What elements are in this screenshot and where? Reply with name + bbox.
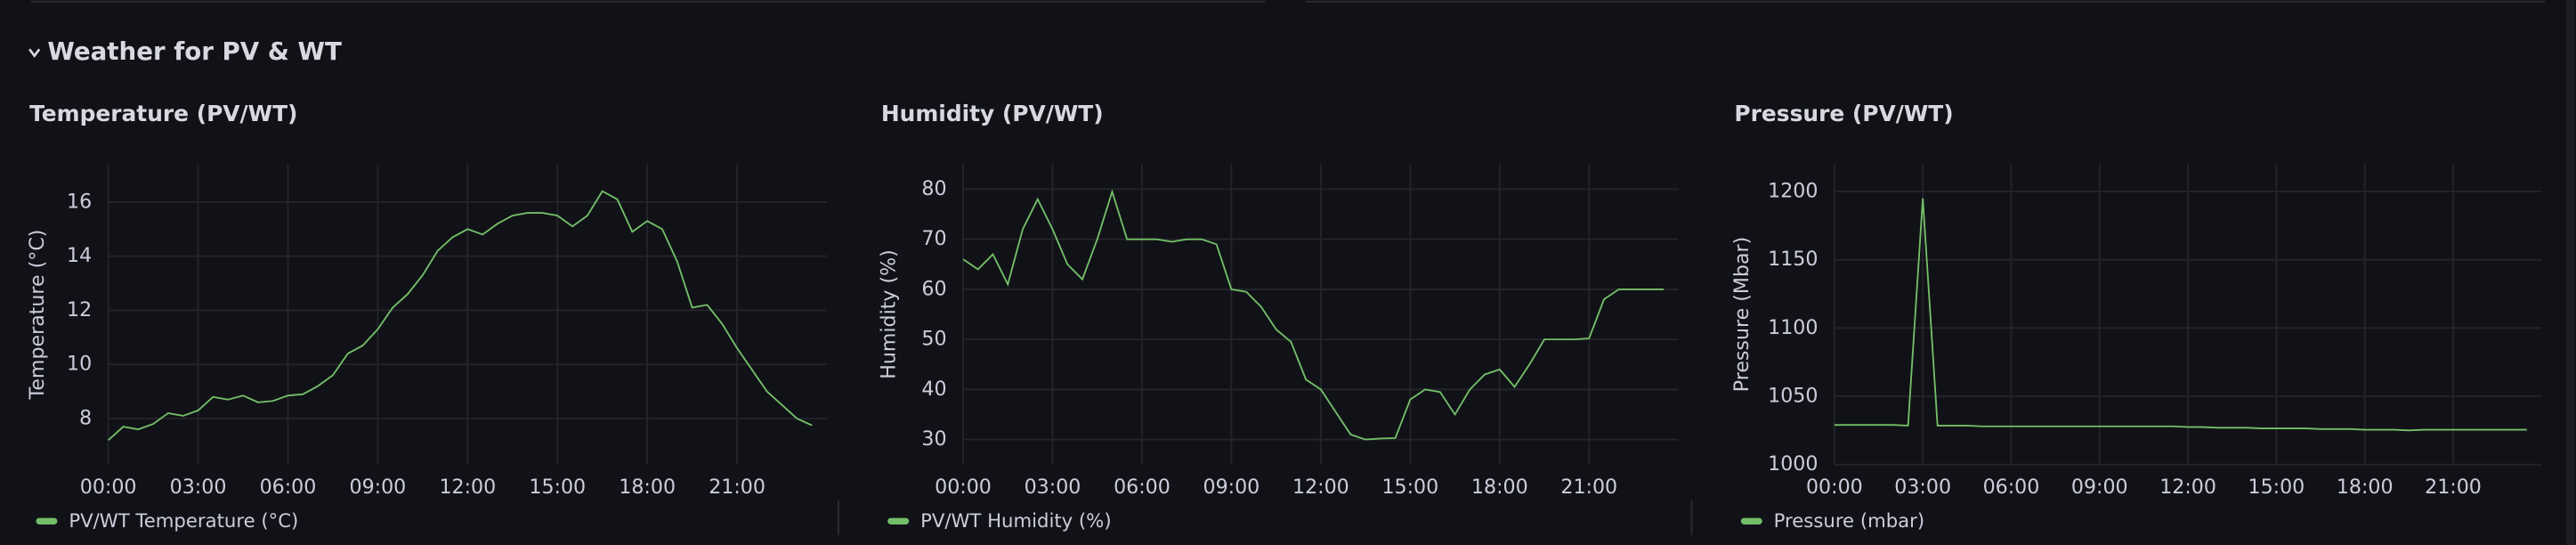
y-tick-label: 70 <box>921 227 946 250</box>
x-tick-label: 12:00 <box>1292 476 1349 499</box>
x-tick-label: 15:00 <box>1381 476 1438 499</box>
y-tick-label: 10 <box>67 353 92 376</box>
x-tick-label: 09:00 <box>350 476 407 499</box>
legend-label[interactable]: PV/WT Humidity (%) <box>920 509 1112 532</box>
x-tick-label: 12:00 <box>439 476 496 499</box>
y-axis-label: Pressure (Mbar) <box>1730 237 1754 392</box>
legend-label[interactable]: PV/WT Temperature (°C) <box>69 509 298 532</box>
x-tick-label: 06:00 <box>1114 476 1171 499</box>
y-tick-label: 1050 <box>1768 385 1818 408</box>
y-tick-label: 60 <box>921 277 946 300</box>
y-axis-label: Temperature (°C) <box>26 230 49 401</box>
x-tick-label: 21:00 <box>709 476 766 499</box>
y-tick-label: 80 <box>921 177 946 200</box>
scrollbar <box>2565 0 2575 545</box>
x-tick-label: 03:00 <box>1894 476 1951 499</box>
x-tick-label: 03:00 <box>1025 476 1081 499</box>
y-tick-label: 16 <box>67 190 92 213</box>
x-tick-label: 15:00 <box>2248 476 2305 499</box>
y-tick-label: 50 <box>921 328 946 351</box>
legend-label[interactable]: Pressure (mbar) <box>1774 509 1925 532</box>
legend-swatch[interactable] <box>1740 517 1762 525</box>
y-tick-label: 30 <box>921 427 946 451</box>
series-line <box>107 190 813 442</box>
y-tick-label: 1150 <box>1768 248 1818 271</box>
legend-swatch[interactable] <box>36 517 58 525</box>
y-axis-label: Humidity (%) <box>878 249 901 379</box>
x-tick-label: 00:00 <box>935 476 992 499</box>
x-tick-label: 21:00 <box>1560 476 1617 499</box>
x-tick-label: 03:00 <box>170 476 227 499</box>
x-tick-label: 06:00 <box>260 476 317 499</box>
section-title[interactable]: Weather for PV & WT <box>47 37 342 66</box>
x-tick-label: 21:00 <box>2425 476 2482 499</box>
legend-swatch[interactable] <box>887 517 910 525</box>
x-tick-label: 15:00 <box>529 476 586 499</box>
x-tick-label: 09:00 <box>1203 476 1260 499</box>
series-line <box>1834 198 2527 432</box>
panel-title[interactable]: Temperature (PV/WT) <box>29 101 297 126</box>
y-tick-label: 12 <box>67 298 92 321</box>
y-tick-label: 1100 <box>1768 316 1818 339</box>
x-tick-label: 18:00 <box>1471 476 1528 499</box>
y-tick-label: 1000 <box>1768 452 1818 476</box>
collapse-chevron[interactable] <box>28 48 41 58</box>
y-tick-label: 40 <box>921 378 946 401</box>
y-tick-label: 8 <box>79 407 92 430</box>
x-tick-label: 00:00 <box>80 476 137 499</box>
x-tick-label: 06:00 <box>1983 476 2040 499</box>
series-line <box>962 189 1664 441</box>
y-tick-label: 1200 <box>1768 180 1818 203</box>
y-tick-label: 14 <box>67 244 92 267</box>
x-tick-label: 18:00 <box>619 476 676 499</box>
panel-title[interactable]: Humidity (PV/WT) <box>881 101 1104 126</box>
x-tick-label: 00:00 <box>1806 476 1863 499</box>
x-tick-label: 09:00 <box>2071 476 2128 499</box>
x-tick-label: 18:00 <box>2337 476 2394 499</box>
x-tick-label: 12:00 <box>2159 476 2216 499</box>
panel-title[interactable]: Pressure (PV/WT) <box>1734 101 1953 126</box>
